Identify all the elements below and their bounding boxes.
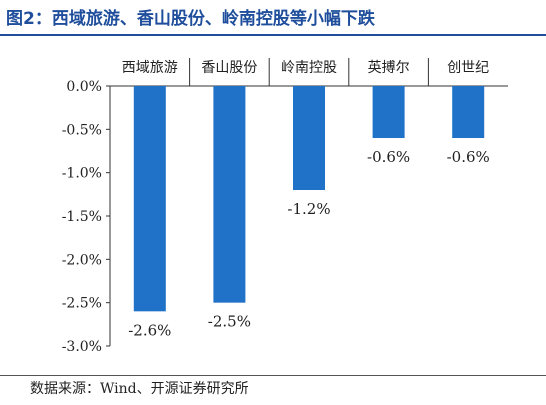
category-label: 英搏尔 bbox=[368, 59, 410, 76]
category-label: 岭南控股 bbox=[281, 60, 337, 76]
y-tick-label: -2.5% bbox=[62, 296, 102, 312]
y-tick-label: -1.0% bbox=[62, 166, 102, 182]
y-tick-label: 0.0% bbox=[66, 79, 102, 95]
y-tick-label: -1.5% bbox=[62, 209, 102, 225]
category-label: 香山股份 bbox=[201, 60, 257, 76]
bar bbox=[133, 86, 166, 312]
data-label: -2.5% bbox=[208, 313, 251, 331]
category-label: 创世纪 bbox=[447, 60, 489, 76]
bar bbox=[213, 86, 246, 303]
data-label: -2.6% bbox=[128, 321, 171, 339]
source-note: 数据来源：Wind、开源证券研究所 bbox=[30, 381, 249, 397]
bar bbox=[293, 86, 325, 190]
category-label: 西域旅游 bbox=[122, 60, 178, 76]
title-underline bbox=[0, 34, 546, 36]
data-label: -0.6% bbox=[367, 148, 410, 166]
chart-title: 图2：西域旅游、香山股份、岭南控股等小幅下跌 bbox=[6, 9, 375, 29]
y-tick-label: -3.0% bbox=[62, 339, 102, 355]
y-tick-label: -2.0% bbox=[62, 252, 102, 268]
data-label: -0.6% bbox=[447, 148, 490, 166]
footer-divider bbox=[0, 375, 546, 376]
bar bbox=[372, 86, 405, 138]
bar bbox=[452, 86, 485, 138]
y-tick-label: -0.5% bbox=[62, 122, 102, 138]
data-label: -1.2% bbox=[287, 200, 330, 218]
